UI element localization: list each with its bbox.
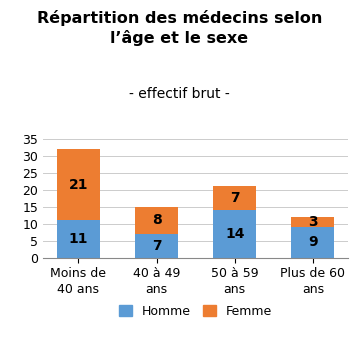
Text: 9: 9 xyxy=(308,235,318,249)
Bar xyxy=(57,149,100,220)
Bar xyxy=(57,220,100,258)
Bar xyxy=(292,227,334,258)
Bar xyxy=(135,234,178,258)
Text: 21: 21 xyxy=(69,178,88,192)
Text: - effectif brut -: - effectif brut - xyxy=(129,87,230,101)
Text: 7: 7 xyxy=(152,239,162,253)
Text: 7: 7 xyxy=(230,191,239,205)
Legend: Homme, Femme: Homme, Femme xyxy=(116,301,276,322)
Text: 8: 8 xyxy=(152,213,162,227)
Bar xyxy=(213,210,256,258)
Bar xyxy=(213,187,256,210)
Text: Répartition des médecins selon
l’âge et le sexe: Répartition des médecins selon l’âge et … xyxy=(37,10,322,46)
Bar xyxy=(135,207,178,234)
Text: 3: 3 xyxy=(308,215,318,229)
Text: 14: 14 xyxy=(225,227,244,241)
Bar xyxy=(292,217,334,227)
Text: 11: 11 xyxy=(69,232,88,246)
